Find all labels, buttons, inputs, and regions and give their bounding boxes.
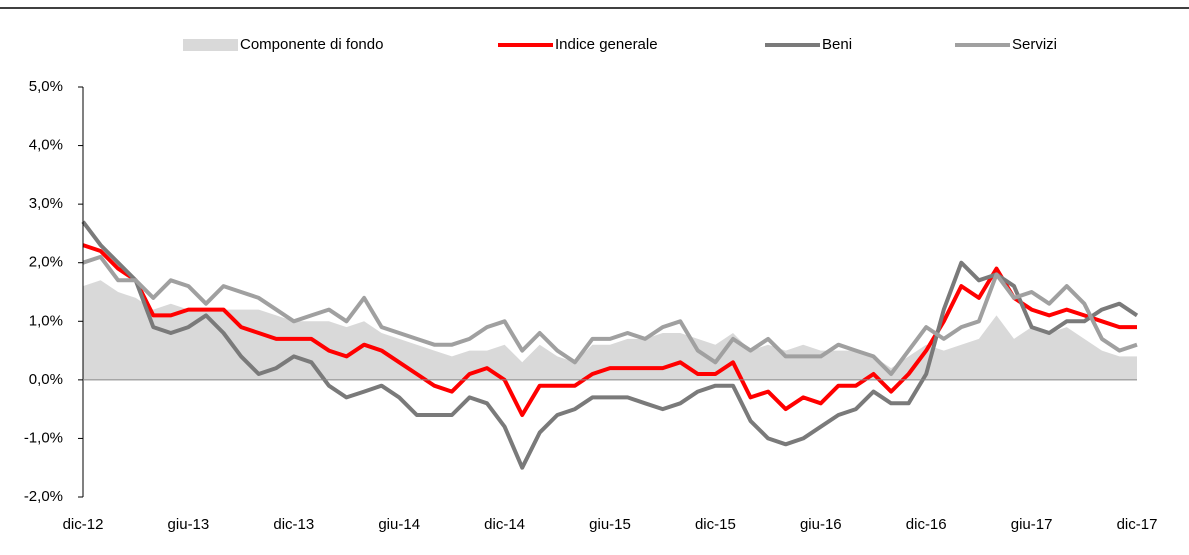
x-tick-label: giu-13 [168,516,210,533]
y-tick-label: 1,0% [29,312,63,329]
y-tick-label: 0,0% [29,371,63,388]
y-tick-label: 4,0% [29,137,63,154]
x-tick-label: giu-15 [589,516,631,533]
legend-label: Indice generale [555,36,658,53]
x-tick-label: dic-15 [695,516,736,533]
line [81,220,1139,470]
line [82,243,1137,417]
x-tick-label: dic-16 [906,516,947,533]
line [82,254,1138,376]
legend-label: Servizi [1012,36,1057,53]
legend-label: Beni [822,36,852,53]
x-tick-label: giu-14 [378,516,420,533]
y-tick-label: -1,0% [24,429,63,446]
x-tick-label: dic-14 [484,516,525,533]
x-tick-label: dic-13 [273,516,314,533]
y-tick-label: 2,0% [29,254,63,271]
y-tick-label: 3,0% [29,195,63,212]
legend-label: Componente di fondo [240,36,383,53]
y-tick-label: -2,0% [24,488,63,505]
x-tick-label: dic-17 [1117,516,1158,533]
y-tick-label: 5,0% [29,78,63,95]
legend-swatch [183,39,238,51]
x-tick-label: giu-16 [800,516,842,533]
x-tick-label: dic-12 [63,516,104,533]
x-tick-label: giu-17 [1011,516,1053,533]
